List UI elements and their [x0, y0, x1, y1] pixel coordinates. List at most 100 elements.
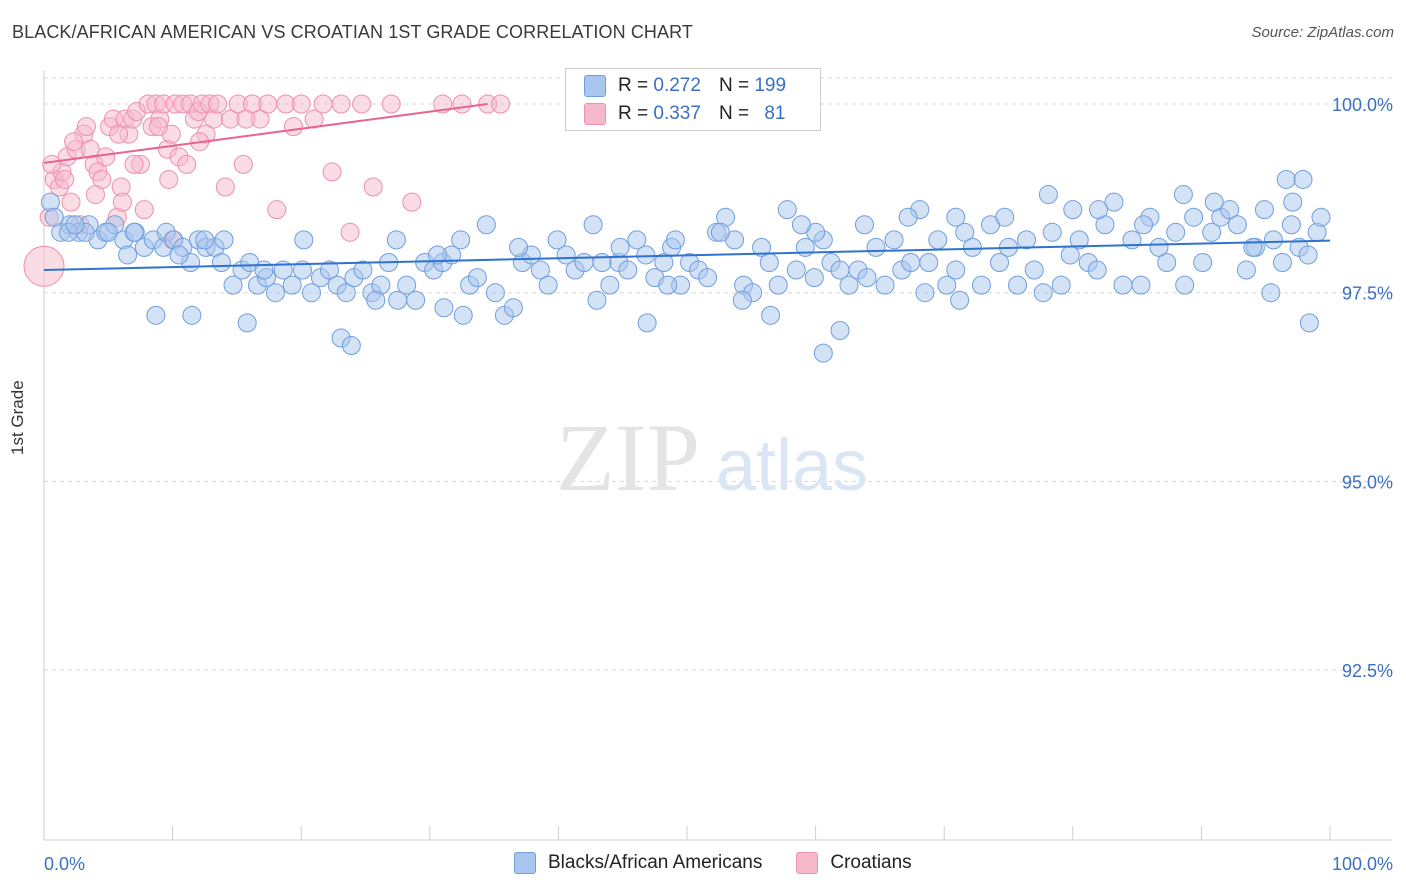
croatian-point	[304, 109, 324, 129]
y-tick-label: 92.5%	[1342, 661, 1393, 681]
black-point	[341, 336, 361, 356]
series-swatch-blue	[514, 852, 536, 874]
black-point	[574, 253, 594, 272]
black-point	[44, 207, 64, 227]
black-point	[265, 283, 285, 303]
black-point	[509, 237, 529, 257]
black-point	[353, 260, 373, 280]
black-point	[1236, 260, 1256, 280]
black-point	[1227, 215, 1247, 235]
black-point	[1033, 283, 1053, 303]
black-point	[1051, 275, 1071, 295]
black-point	[1104, 192, 1124, 212]
black-point	[587, 290, 607, 310]
black-point	[1281, 215, 1301, 235]
black-point	[618, 260, 638, 280]
x-tick-label-start: 0.0%	[44, 854, 85, 874]
series-swatch-pink	[796, 852, 819, 874]
black-point	[1175, 275, 1195, 295]
croatian-point	[55, 169, 75, 189]
watermark-zip: ZIP	[556, 404, 700, 511]
legend-r-value: 0.337	[653, 103, 701, 124]
y-tick-label: 95.0%	[1342, 472, 1393, 492]
legend-r-label: R =	[618, 103, 649, 124]
legend-n-value: 81	[764, 103, 786, 124]
black-point	[752, 237, 772, 257]
black-point	[1149, 237, 1169, 257]
chart-title: BLACK/AFRICAN AMERICAN VS CROATIAN 1ST G…	[12, 22, 693, 42]
black-point	[1134, 215, 1154, 235]
black-point	[1204, 192, 1224, 212]
black-point	[600, 275, 620, 295]
legend-r-label: R =	[618, 75, 649, 96]
croatian-point	[159, 169, 179, 189]
black-point	[665, 230, 685, 250]
croatian-point	[23, 245, 65, 287]
black-point	[1293, 169, 1313, 189]
tick-labels: 100.0% 97.5% 95.0% 92.5% 0.0% 100.0%	[44, 95, 1393, 874]
black-point	[962, 237, 982, 257]
black-point	[237, 313, 257, 333]
black-point	[636, 245, 656, 265]
legend-swatch-blue	[584, 75, 606, 97]
black-point	[1311, 207, 1331, 227]
y-tick-label: 100.0%	[1332, 95, 1393, 115]
black-point	[453, 305, 473, 325]
croatian-point	[291, 94, 311, 114]
black-point	[946, 260, 966, 280]
croatian-point	[208, 94, 228, 114]
black-point	[866, 237, 886, 257]
black-point	[1184, 207, 1204, 227]
black-point	[777, 200, 797, 220]
black-point	[928, 230, 948, 250]
black-point	[627, 230, 647, 250]
black-point	[169, 245, 189, 265]
black-point	[971, 275, 991, 295]
black-point	[146, 305, 166, 325]
black-point	[1220, 200, 1240, 220]
black-point	[1166, 222, 1186, 242]
black-point	[857, 268, 877, 288]
croatian-point	[61, 192, 81, 212]
legend-swatch-pink	[584, 103, 606, 125]
black-point	[1272, 253, 1292, 272]
croatian-point	[85, 185, 105, 205]
croatian-point	[363, 177, 383, 197]
blacks-trend-line	[43, 239, 1331, 272]
black-point	[1261, 283, 1281, 303]
black-point	[223, 275, 243, 295]
black-point	[434, 298, 454, 318]
croatian-point	[452, 94, 472, 114]
black-point	[406, 290, 426, 310]
black-point	[1069, 230, 1089, 250]
black-point	[1017, 230, 1037, 250]
croatian-point	[42, 154, 62, 174]
black-point	[476, 215, 496, 235]
series-legend-blacks: Blacks/African Americans	[514, 852, 762, 874]
black-point	[1299, 313, 1319, 333]
croatian-point	[112, 192, 132, 212]
black-point	[813, 343, 833, 363]
black-point	[583, 215, 603, 235]
legend-r-value: 0.272	[653, 75, 701, 96]
croatian-point	[76, 117, 96, 137]
black-point	[195, 230, 215, 250]
series-legend-croatians: Croatians	[796, 852, 912, 874]
black-point	[919, 253, 939, 272]
black-point	[955, 222, 975, 242]
black-point	[182, 305, 202, 325]
croatian-point	[64, 132, 84, 152]
black-point	[786, 260, 806, 280]
black-point	[1263, 230, 1283, 250]
black-point	[98, 222, 118, 242]
croatian-point	[283, 117, 303, 137]
black-point	[301, 283, 321, 303]
croatian-point	[177, 154, 197, 174]
black-point	[1008, 275, 1028, 295]
croatian-point	[322, 162, 342, 182]
black-point	[1024, 260, 1044, 280]
black-point	[946, 207, 966, 227]
legend-row-blacks: R = 0.272 N = 199	[584, 73, 786, 99]
black-point	[538, 275, 558, 295]
